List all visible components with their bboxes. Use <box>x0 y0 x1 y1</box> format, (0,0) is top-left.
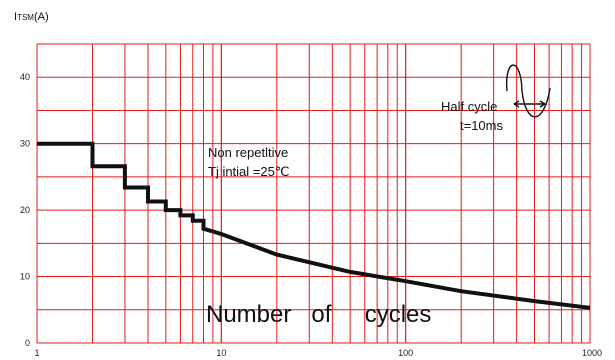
waveform-note-line2: t=10ms <box>460 118 503 133</box>
x-axis-label: Number of cycles <box>206 301 431 328</box>
y-tick-label: 20 <box>20 205 30 215</box>
surge-current-curve <box>37 141 591 310</box>
y-tick-label: 30 <box>20 139 30 149</box>
y-tick-label: 10 <box>20 272 30 282</box>
x-tick-label: 100 <box>398 348 413 358</box>
x-tick-label: 1 <box>34 348 39 358</box>
half-cycle-waveform-icon <box>505 64 551 118</box>
waveform-note-line1: Half cycle <box>441 99 497 114</box>
y-axis-unit-label: ITSM(A) <box>14 11 49 23</box>
x-tick-label: 1000 <box>582 348 602 358</box>
condition-note-line1: Non repetltive <box>208 145 288 160</box>
y-tick-label: 40 <box>20 72 30 82</box>
x-tick-label: 10 <box>216 348 226 358</box>
condition-note-line2: Tj intial =25℃ <box>208 164 289 179</box>
axis-ticks: 0 10 20 30 40 1 10 100 1000 <box>20 72 602 358</box>
y-tick-label: 0 <box>25 338 30 348</box>
